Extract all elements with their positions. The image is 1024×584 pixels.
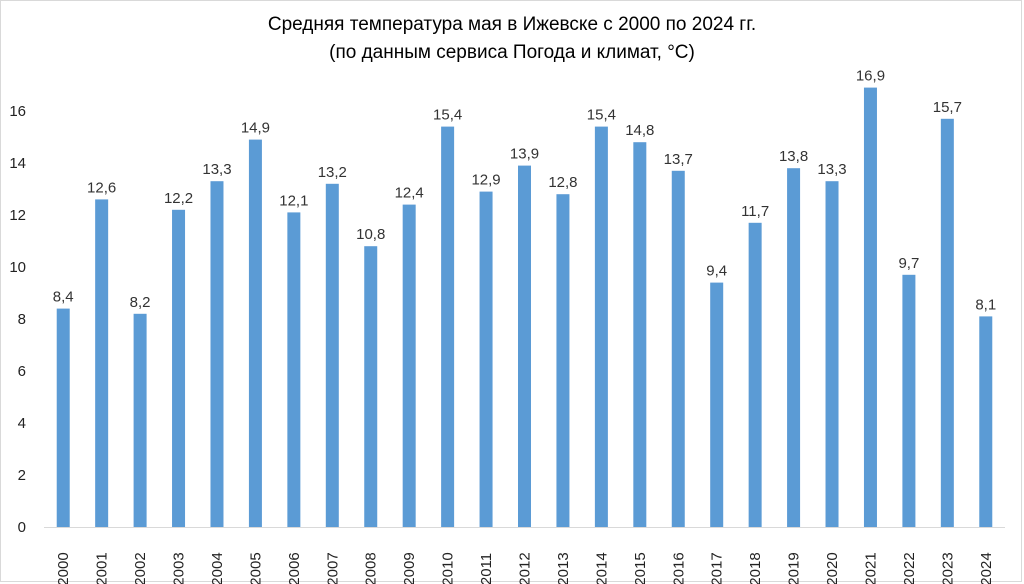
x-tick-label: 2018	[747, 552, 764, 584]
x-tick-label: 2011	[478, 553, 495, 584]
bar-value-label: 12,1	[279, 192, 308, 209]
bar	[902, 274, 916, 527]
bar	[364, 246, 378, 527]
x-tick-label: 2006	[286, 552, 303, 584]
bar-value-label: 14,8	[625, 122, 654, 139]
y-tick-label: 14	[9, 155, 26, 172]
bar-value-label: 8,2	[130, 294, 151, 311]
bar-value-label: 13,3	[202, 161, 231, 178]
x-tick-label: 2010	[440, 552, 457, 584]
bar	[748, 222, 762, 528]
bar	[133, 313, 147, 527]
bar	[556, 194, 570, 527]
bar-value-label: 13,2	[318, 164, 347, 181]
bar	[325, 183, 339, 528]
y-tick-label: 0	[18, 519, 26, 536]
x-tick-label: 2013	[555, 552, 572, 584]
data-labels: 8,4 12,6 8,2 12,2 13,3 14,9 12,1 13,2 10,8 12,4 15…	[53, 68, 996, 314]
bar	[594, 126, 608, 527]
x-tick-label: 2023	[939, 552, 956, 584]
x-tick-label: 2015	[632, 552, 649, 584]
x-tick-label: 2017	[709, 552, 726, 584]
x-tick-label: 2007	[324, 552, 341, 584]
bar-value-label: 16,9	[856, 68, 885, 85]
bar-value-label: 13,7	[664, 151, 693, 168]
x-tick-label: 2021	[862, 552, 879, 584]
bar-value-label: 12,4	[395, 185, 424, 202]
bar	[633, 142, 647, 527]
bar-value-label: 14,9	[241, 120, 270, 137]
bar-value-label: 8,1	[975, 296, 996, 313]
bar	[787, 168, 801, 527]
bar	[479, 191, 493, 527]
bar-value-label: 15,4	[587, 107, 616, 124]
y-tick-label: 6	[18, 363, 26, 380]
y-axis-ticks: 0 2 4 6 8 10 12 14 16	[9, 103, 26, 536]
bar	[863, 87, 877, 527]
x-tick-label: 2003	[171, 552, 188, 584]
x-tick-label: 2001	[94, 552, 111, 584]
bar-value-label: 12,6	[87, 179, 116, 196]
x-tick-label: 2008	[363, 552, 380, 584]
y-tick-label: 12	[9, 207, 26, 224]
x-axis-ticks: 2000 2001 2002 2003 2004 2005 2006 2007 2008 2009…	[55, 552, 995, 584]
bar-value-label: 12,9	[471, 172, 500, 189]
chart-subtitle: (по данным сервиса Погода и климат, °C)	[329, 42, 695, 63]
x-tick-label: 2005	[247, 552, 264, 584]
bar	[825, 181, 839, 527]
bar-value-label: 12,2	[164, 190, 193, 207]
x-tick-label: 2016	[670, 552, 687, 584]
bar-series	[56, 87, 993, 528]
y-tick-label: 16	[9, 103, 26, 120]
y-tick-label: 4	[18, 415, 26, 432]
bar	[441, 126, 455, 527]
bar	[518, 165, 531, 527]
chart-title: Средняя температура мая в Ижевске с 2000…	[267, 14, 757, 35]
bar-value-label: 9,7	[898, 255, 919, 272]
bar	[402, 204, 416, 527]
bar	[940, 118, 954, 528]
bar-value-label: 15,4	[433, 107, 462, 124]
bar	[671, 170, 685, 528]
x-tick-label: 2014	[593, 552, 610, 584]
x-tick-label: 2020	[824, 552, 841, 584]
bar	[95, 199, 109, 527]
bar	[248, 139, 262, 527]
bar-value-label: 9,4	[706, 263, 727, 280]
bar	[287, 212, 301, 527]
x-tick-label: 2000	[55, 552, 72, 584]
bar	[710, 282, 724, 527]
bar-value-label: 12,8	[548, 174, 577, 191]
bar	[979, 316, 993, 527]
bar	[210, 181, 224, 527]
bar-value-label: 8,4	[53, 289, 74, 306]
x-tick-label: 2024	[978, 552, 995, 584]
bar	[56, 308, 70, 527]
x-tick-label: 2012	[517, 552, 534, 584]
bar-value-label: 13,9	[510, 146, 539, 163]
bar	[172, 209, 186, 528]
y-tick-label: 8	[18, 311, 26, 328]
bar-value-label: 13,3	[817, 161, 846, 178]
x-tick-label: 2019	[786, 552, 803, 584]
bar-value-label: 13,8	[779, 148, 808, 165]
x-tick-label: 2009	[401, 552, 418, 584]
x-tick-label: 2002	[132, 552, 149, 584]
y-tick-label: 2	[18, 467, 26, 484]
y-tick-label: 10	[9, 259, 26, 276]
x-tick-label: 2004	[209, 552, 226, 584]
bar-value-label: 11,7	[741, 203, 769, 220]
bar-value-label: 10,8	[356, 226, 385, 243]
bar-value-label: 15,7	[933, 99, 962, 116]
x-tick-label: 2022	[901, 552, 918, 584]
